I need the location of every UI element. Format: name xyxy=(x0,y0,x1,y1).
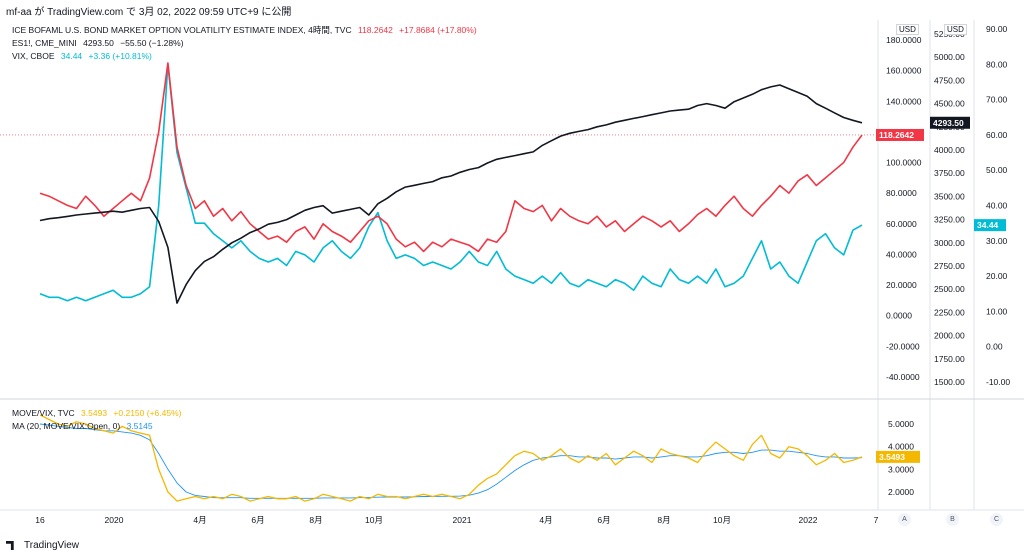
legend-vix[interactable]: VIX, CBOE 34.44 +3.36 (+10.81%) xyxy=(12,51,152,61)
publish-caption: mf-aa が TradingView.com で 3月 02, 2022 09… xyxy=(6,7,292,18)
es-axis-tick: 3500.00 xyxy=(934,191,965,201)
ratio-axis-tick: 2.0000 xyxy=(888,487,914,497)
vix-axis-tick: -10.00 xyxy=(986,377,1010,387)
vix-axis-tick: 90.00 xyxy=(986,24,1008,34)
es-axis-tick: 3250.00 xyxy=(934,215,965,225)
x-tick-label: 4月 xyxy=(193,515,206,525)
vix-price-box-bg xyxy=(974,219,1006,232)
legend-vix-value: 34.44 xyxy=(60,51,83,61)
x-tick-label: 2021 xyxy=(453,515,472,525)
footer-brand[interactable]: TradingView xyxy=(6,540,79,551)
legend-move-name: ICE BOFAML U.S. BOND MARKET OPTION VOLAT… xyxy=(12,25,352,35)
move-axis-tick: -20.0000 xyxy=(886,341,920,351)
vix-axis-tick: 60.00 xyxy=(986,130,1008,140)
es-axis-tick: 1750.00 xyxy=(934,354,965,364)
unit-label-a[interactable]: USD xyxy=(896,24,919,35)
unit-label-b[interactable]: USD xyxy=(944,24,967,35)
vix-axis-tick: 40.00 xyxy=(986,201,1008,211)
es-axis-tick: 2000.00 xyxy=(934,331,965,341)
move-axis-tick: 0.0000 xyxy=(886,311,912,321)
es-axis-tick: 1500.00 xyxy=(934,377,965,387)
vix-axis-tick: 20.00 xyxy=(986,271,1008,281)
move-axis-tick: 140.0000 xyxy=(886,96,922,106)
move-axis-tick: 40.0000 xyxy=(886,249,917,259)
es-axis-tick: 3000.00 xyxy=(934,238,965,248)
legend-move-change: +17.8684 (+17.80%) xyxy=(399,25,477,35)
legend-vix-name: VIX, CBOE xyxy=(12,51,55,61)
es-price-box: 4293.50 xyxy=(933,118,964,128)
legend-move[interactable]: ICE BOFAML U.S. BOND MARKET OPTION VOLAT… xyxy=(12,24,477,36)
move-axis-tick: 160.0000 xyxy=(886,66,922,76)
ratio-axis-tick: 3.0000 xyxy=(888,464,914,474)
x-tick-label: 16 xyxy=(35,515,45,525)
es-axis-tick: 3750.00 xyxy=(934,168,965,178)
move-axis-tick: 180.0000 xyxy=(886,35,922,45)
vix-axis-tick: 50.00 xyxy=(986,165,1008,175)
move-axis-tick: 80.0000 xyxy=(886,188,917,198)
vix-axis-tick: 10.00 xyxy=(986,306,1008,316)
legend-ratio[interactable]: MOVE/VIX, TVC 3.5493 +0.2150 (+6.45%) xyxy=(12,408,181,418)
es-series-line xyxy=(39,84,863,304)
vix-axis-tick: 30.00 xyxy=(986,236,1008,246)
es-price-box-bg xyxy=(930,116,970,129)
brand-label: TradingView xyxy=(24,540,80,551)
legend-ratio-value: 3.5493 xyxy=(81,408,108,418)
vix-series-line xyxy=(39,63,863,302)
ratio-axis-tick: 5.0000 xyxy=(888,419,914,429)
legend-ratio-change: +0.2150 (+6.45%) xyxy=(113,408,182,418)
move-axis-tick: -40.0000 xyxy=(886,372,920,382)
axis-button-b[interactable]: B xyxy=(946,513,959,526)
es-axis-tick: 4750.00 xyxy=(934,75,965,85)
legend-ma-name: MA (20, MOVE/VIX:Open, 0) xyxy=(12,421,121,431)
x-tick-label: 4月 xyxy=(539,515,552,525)
es-axis-tick: 5000.00 xyxy=(934,52,965,62)
move-axis-tick: 20.0000 xyxy=(886,280,917,290)
move-axis-tick: 100.0000 xyxy=(886,158,922,168)
legend-es-change: −55.50 (−1.28%) xyxy=(120,38,184,48)
move-price-box: 118.2642 xyxy=(879,130,914,140)
x-tick-label: 6月 xyxy=(251,515,264,525)
es-axis-tick: 2500.00 xyxy=(934,284,965,294)
ma-series-line xyxy=(39,423,863,499)
x-tick-label: 2022 xyxy=(799,515,818,525)
vix-axis-tick: 80.00 xyxy=(986,59,1008,69)
legend-ratio-name: MOVE/VIX, TVC xyxy=(12,408,75,418)
es-axis-tick: 2750.00 xyxy=(934,261,965,271)
vix-price-box: 34.44 xyxy=(977,220,999,230)
legend-vix-change: +3.36 (+10.81%) xyxy=(88,51,152,61)
vix-axis-tick: 0.00 xyxy=(986,342,1003,352)
legend-ma-value: 3.5145 xyxy=(126,421,153,431)
ratio-axis-tick: 4.0000 xyxy=(888,442,914,452)
es-axis-tick: 2250.00 xyxy=(934,307,965,317)
tradingview-logo-icon xyxy=(6,541,14,550)
move-axis-tick: 60.0000 xyxy=(886,219,917,229)
ratio-series-line xyxy=(39,414,863,502)
es-axis-tick: 4500.00 xyxy=(934,99,965,109)
ratio-price-box: 3.5493 xyxy=(879,452,905,462)
legend-move-value: 118.2642 xyxy=(357,25,393,35)
legend-es-value: 4293.50 xyxy=(83,38,114,48)
legend-ma[interactable]: MA (20, MOVE/VIX:Open, 0) 3.5145 xyxy=(12,421,153,431)
legend-es-name: ES1!, CME_MINI xyxy=(12,38,77,48)
ratio-price-box-bg xyxy=(876,450,920,463)
move-price-box-bg xyxy=(876,128,924,141)
x-tick-label: 2020 xyxy=(105,515,124,525)
x-tick-label: 10月 xyxy=(365,515,383,525)
es-axis-tick: 4000.00 xyxy=(934,145,965,155)
legend-es[interactable]: ES1!, CME_MINI 4293.50 −55.50 (−1.28%) xyxy=(12,38,184,48)
vix-axis-tick: 70.00 xyxy=(986,95,1008,105)
move-series-line xyxy=(39,62,863,253)
axis-button-a[interactable]: A xyxy=(898,513,911,526)
axis-button-c[interactable]: C xyxy=(990,513,1003,526)
x-tick-label: 10月 xyxy=(713,515,731,525)
x-tick-label: 8月 xyxy=(309,515,322,525)
x-tick-label: 6月 xyxy=(597,515,610,525)
x-tick-label: 7 xyxy=(874,515,879,525)
x-tick-label: 8月 xyxy=(657,515,670,525)
